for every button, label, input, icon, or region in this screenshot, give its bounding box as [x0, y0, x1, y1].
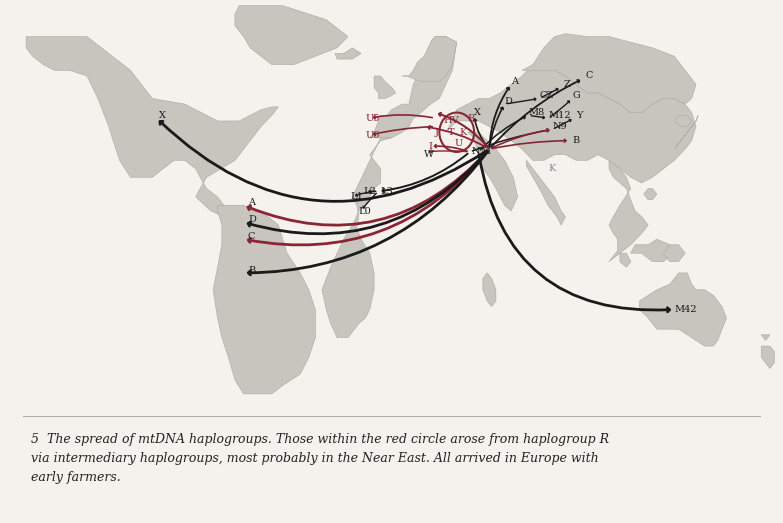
Text: B: B — [248, 266, 255, 275]
Text: HV: HV — [444, 117, 460, 126]
Polygon shape — [609, 161, 648, 262]
Polygon shape — [761, 346, 774, 369]
Polygon shape — [402, 37, 456, 82]
Text: Z: Z — [563, 80, 570, 89]
Text: L3: L3 — [381, 187, 394, 196]
Polygon shape — [446, 65, 696, 183]
Polygon shape — [674, 116, 698, 149]
Polygon shape — [213, 206, 316, 394]
Text: C: C — [248, 232, 255, 241]
Text: U6: U6 — [366, 131, 380, 140]
Text: A: A — [511, 77, 518, 86]
Text: N: N — [472, 147, 481, 156]
Polygon shape — [335, 48, 361, 59]
Polygon shape — [235, 6, 348, 65]
Text: M42: M42 — [674, 305, 697, 314]
Text: G: G — [572, 91, 579, 100]
Text: 5  The spread of mtDNA haplogroups. Those within the red circle arose from haplo: 5 The spread of mtDNA haplogroups. Those… — [31, 433, 609, 484]
Text: K: K — [459, 128, 467, 137]
Text: N9: N9 — [553, 122, 567, 131]
Polygon shape — [631, 239, 674, 262]
Polygon shape — [644, 188, 657, 200]
Text: D: D — [504, 97, 513, 106]
Polygon shape — [467, 132, 518, 211]
Text: U: U — [455, 139, 463, 148]
Polygon shape — [483, 273, 496, 306]
Text: D: D — [248, 215, 256, 224]
Text: U5: U5 — [366, 113, 380, 123]
Text: R: R — [467, 113, 475, 123]
Text: M8: M8 — [529, 108, 545, 117]
Polygon shape — [663, 245, 685, 262]
Text: T: T — [448, 128, 455, 137]
Text: Y: Y — [576, 111, 583, 120]
Text: J: J — [435, 128, 439, 137]
Text: K: K — [548, 164, 555, 173]
Text: W: W — [424, 150, 434, 159]
Text: A: A — [248, 198, 255, 207]
Text: L1: L1 — [350, 192, 363, 201]
Polygon shape — [674, 116, 691, 127]
Polygon shape — [322, 138, 392, 338]
Polygon shape — [370, 37, 456, 138]
Text: I: I — [428, 142, 432, 151]
Polygon shape — [761, 335, 770, 340]
Polygon shape — [526, 161, 565, 225]
Polygon shape — [522, 34, 696, 112]
Polygon shape — [640, 273, 727, 346]
Polygon shape — [374, 76, 396, 98]
Text: L0: L0 — [359, 207, 372, 215]
Text: M12: M12 — [548, 111, 571, 120]
Text: X: X — [159, 111, 166, 120]
Text: M: M — [481, 147, 491, 156]
Text: CZ: CZ — [539, 91, 554, 100]
Text: L2: L2 — [363, 187, 376, 196]
Polygon shape — [26, 37, 279, 217]
Text: X: X — [474, 108, 481, 117]
Text: B: B — [572, 136, 579, 145]
Polygon shape — [620, 253, 631, 267]
Text: C: C — [585, 72, 593, 81]
